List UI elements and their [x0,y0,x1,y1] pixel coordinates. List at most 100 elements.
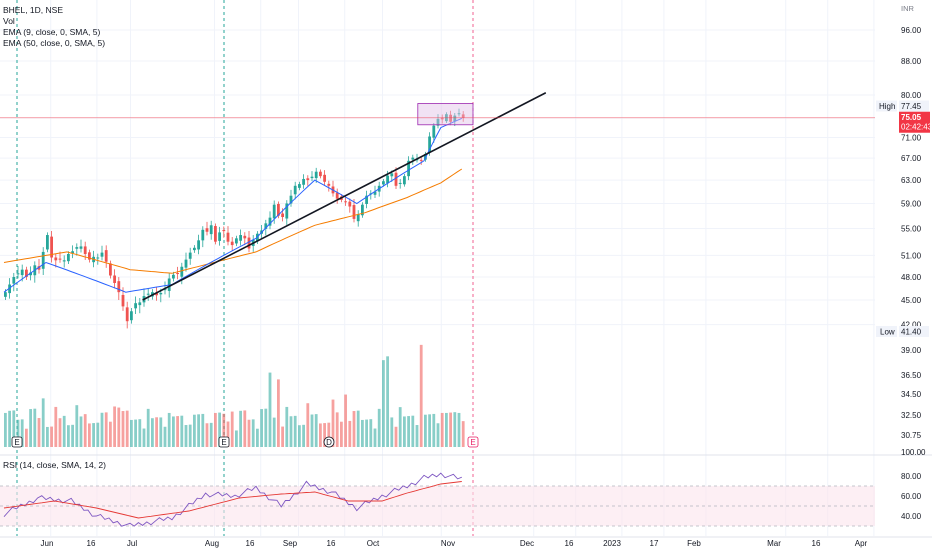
candle [218,232,221,241]
volume-bar [176,416,179,447]
symbol-title[interactable]: BHEL, 1D, NSE [3,5,63,15]
candle [264,223,268,229]
overlays [0,92,875,301]
currency-label: INR [901,4,915,13]
candle [293,185,297,195]
time-tick-label: 16 [87,539,96,548]
volume-bar [163,426,167,447]
price-tick-label: 88.00 [901,57,922,66]
volume-bar [41,398,45,447]
axes: INR96.0088.0080.0075.0071.0067.0063.0059… [41,4,926,548]
candle [67,254,70,262]
candle [62,260,66,262]
candle [88,252,91,260]
candle [184,259,188,268]
candle [4,292,7,297]
candle [155,293,158,296]
rsi-band-fill [0,486,875,526]
volume-tick-label: 100.00 [901,448,926,457]
volume-bar [134,419,137,447]
highlight-box [417,103,474,126]
earnings-marker-icon [218,436,230,448]
candle [285,203,289,219]
ema-lines [3,117,463,293]
candle [247,237,251,249]
volume-bar [373,428,377,447]
volume-bar [4,412,7,447]
candle [373,191,377,195]
rsi-tick-label: 60.00 [901,492,922,501]
candle [323,174,326,182]
candle [193,247,196,251]
event-marker-label: E [14,438,19,447]
candle [424,153,427,160]
volume-bar [390,417,394,447]
candle [37,266,41,270]
volume-bar [306,403,310,447]
price-tick-label: 67.00 [901,154,922,163]
volume-bar [205,423,209,447]
price-tick-label: 45.00 [901,296,922,305]
volume-bar [75,405,79,447]
volume-bar [20,419,24,447]
rsi-tick-label: 80.00 [901,472,922,481]
event-marker-label: E [470,438,475,447]
volume-legend[interactable]: Vol [3,16,15,26]
volume-bar [394,426,398,447]
volume-tick-label: 32.50 [901,411,922,420]
ema50-legend[interactable]: EMA (50, close, 0, SMA, 5) [3,38,106,48]
volume-bar [424,414,427,447]
candle [436,118,440,126]
time-tick-label: Sep [283,539,298,548]
volume-bar [151,418,154,447]
volume-bar [184,425,188,447]
volume-bar [398,407,402,447]
candle [394,172,398,186]
ema9-legend[interactable]: EMA (9, close, 0, SMA, 5) [3,27,101,37]
candle [268,217,272,226]
candle [306,178,310,181]
volume-bar [382,360,385,447]
candle [46,235,49,250]
volume-bar [209,422,213,447]
candle [100,252,104,257]
volume-bar [67,425,70,447]
candle [138,302,142,306]
volume-bar [79,416,83,447]
candle [121,294,125,307]
candle [419,159,423,161]
volume-bar [386,356,389,447]
volume-bar [222,413,226,447]
candle [130,311,133,321]
rsi-legend[interactable]: RSI (14, close, SMA, 14, 2) [3,460,106,470]
trendline [142,92,547,301]
event-marker-e[interactable]: E [218,436,230,448]
time-tick-label: Jul [127,539,137,548]
volume-bar [12,410,16,447]
volume-bar [138,419,142,447]
price-tick-label: 59.00 [901,199,922,208]
volume-bar [369,419,373,447]
price-tick-label: 80.00 [901,91,922,100]
volume-bar [377,408,381,447]
low-label: Low [880,328,895,337]
event-marker-e[interactable]: E [467,436,479,448]
event-marker-e[interactable]: E [11,436,23,448]
volume-bar [432,413,436,447]
candle [226,232,230,242]
price-tick-label: 63.00 [901,176,922,185]
volume-tick-label: 39.00 [901,346,922,355]
price-tick-label: 48.00 [901,273,922,282]
candle [432,125,436,138]
volume-bar [348,420,352,447]
volume-bar [457,412,461,447]
time-tick-label: Mar [767,539,781,548]
volume-bar [344,394,347,447]
candle [243,235,247,239]
event-marker-d[interactable]: D [323,436,335,448]
high-value-bg [899,100,929,112]
rsi-band [0,485,875,527]
volume-bar [58,418,62,447]
